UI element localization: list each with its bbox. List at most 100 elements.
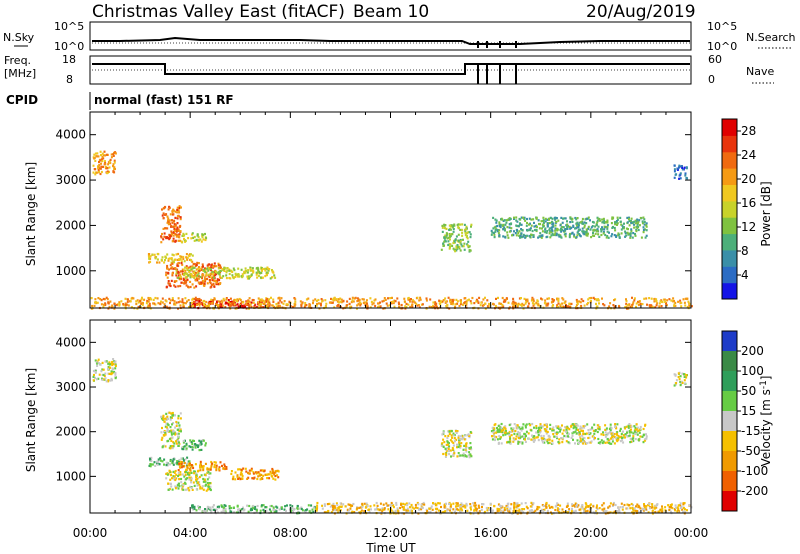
echo-cell	[264, 269, 267, 272]
echo-cell	[238, 297, 241, 301]
echo-cell	[546, 430, 549, 434]
echo-cell	[308, 305, 311, 308]
echo-cell	[619, 440, 622, 443]
echo-cell	[456, 239, 459, 242]
echo-cell	[189, 445, 192, 449]
echo-cell	[552, 304, 555, 307]
echo-cell	[449, 449, 452, 452]
echo-cell	[333, 306, 336, 309]
echo-cell	[557, 441, 560, 444]
echo-cell	[190, 237, 193, 240]
echo-cell	[204, 480, 207, 483]
echo-cell	[205, 274, 208, 277]
velocity-colorbar-label-exp: -1	[759, 380, 769, 389]
echo-cell	[401, 503, 404, 506]
echo-cell	[197, 262, 200, 265]
echo-cell	[590, 299, 592, 303]
echo-cell	[447, 296, 450, 299]
echo-cell	[645, 437, 648, 440]
echo-cell	[169, 264, 172, 267]
echo-cell	[167, 271, 170, 274]
echo-cell	[163, 434, 166, 437]
echo-cell	[172, 234, 175, 237]
echo-cell	[230, 472, 233, 475]
colorbar-swatch	[722, 471, 737, 492]
echo-cell	[598, 235, 601, 238]
echo-cell	[209, 272, 212, 275]
echo-cell	[176, 271, 179, 275]
echo-cell	[409, 509, 412, 512]
echo-cell	[609, 423, 612, 426]
echo-cell	[298, 507, 301, 510]
echo-cell	[270, 474, 273, 477]
echo-cell	[443, 441, 446, 444]
echo-cell	[207, 269, 210, 272]
echo-cell	[599, 219, 601, 222]
echo-cell	[196, 234, 199, 237]
echo-cell	[459, 504, 462, 507]
echo-cell	[564, 228, 567, 231]
echo-cell	[262, 474, 265, 477]
echo-cell	[188, 445, 191, 448]
echo-cell	[644, 439, 647, 442]
echo-cell	[517, 436, 520, 440]
echo-cell	[219, 269, 222, 272]
echo-cell	[194, 472, 197, 475]
echo-cell	[555, 220, 558, 224]
echo-cell	[339, 502, 342, 505]
echo-cell	[398, 302, 400, 306]
echo-cell	[632, 432, 635, 435]
echo-cell	[416, 506, 419, 510]
echo-cell	[256, 509, 258, 512]
echo-cell	[674, 383, 677, 386]
echo-cell	[627, 435, 630, 438]
echo-cell	[181, 461, 183, 464]
echo-cell	[171, 414, 174, 417]
echo-cell	[207, 485, 210, 488]
echo-cell	[616, 433, 619, 437]
echo-cell	[363, 301, 366, 304]
echo-cell	[218, 505, 221, 508]
echo-cell	[232, 302, 235, 305]
echo-cell	[452, 298, 455, 301]
echo-cell	[168, 411, 171, 414]
echo-cell	[619, 436, 621, 439]
echo-cell	[175, 274, 178, 277]
echo-cell	[628, 431, 631, 434]
echo-cell	[112, 154, 115, 157]
echo-cell	[441, 300, 444, 303]
echo-cell	[565, 428, 568, 431]
echo-cell	[655, 298, 658, 301]
echo-cell	[160, 236, 163, 239]
echo-cell	[620, 502, 623, 505]
echo-cell	[381, 508, 384, 511]
freq-unit: [MHz]	[4, 67, 36, 80]
echo-cell	[201, 485, 204, 488]
echo-cell	[595, 223, 598, 226]
colorbar-tick-label: 12	[741, 220, 756, 234]
echo-cell	[508, 510, 511, 513]
echo-cell	[161, 208, 163, 211]
echo-cell	[632, 221, 635, 224]
echo-cell	[468, 434, 471, 437]
echo-cell	[612, 503, 615, 506]
echo-cell	[510, 430, 513, 433]
echo-cell	[113, 360, 116, 363]
echo-cell	[611, 437, 614, 440]
velocity-ylabel: Slant Range [km]	[24, 368, 38, 472]
echo-cell	[673, 304, 676, 308]
echo-cell	[459, 437, 462, 441]
echo-cell	[221, 464, 223, 467]
echo-cell	[556, 431, 559, 434]
echo-cell	[679, 504, 681, 507]
echo-cell	[577, 504, 580, 507]
echo-cell	[331, 298, 334, 301]
echo-cell	[189, 280, 192, 283]
echo-cell	[178, 424, 181, 427]
echo-cell	[557, 302, 560, 305]
echo-cell	[96, 364, 99, 367]
echo-cell	[546, 440, 549, 443]
echo-cell	[531, 422, 534, 426]
echo-cell	[103, 374, 106, 378]
echo-cell	[338, 509, 341, 512]
